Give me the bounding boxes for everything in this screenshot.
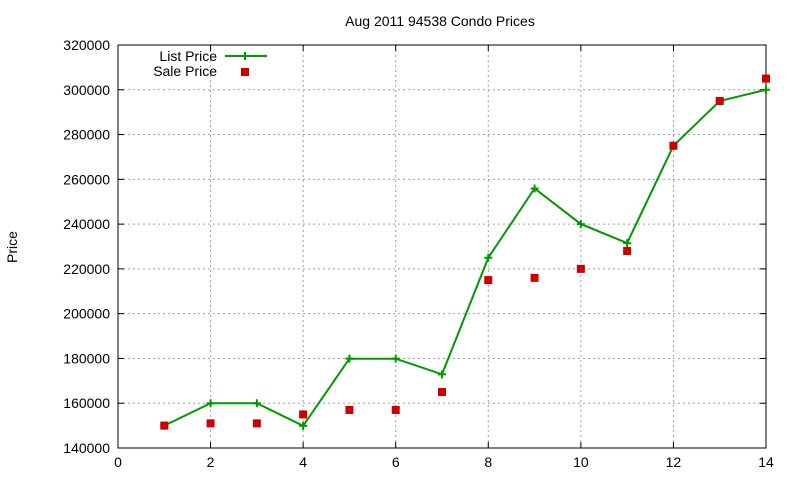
y-tick-label: 240000 [63,216,110,232]
y-tick-label: 220000 [63,261,110,277]
data-point-list-price [299,421,308,430]
data-point-sale-price [576,264,585,273]
y-tick-label: 140000 [63,440,110,456]
data-point-sale-price [206,419,215,428]
legend-marker-list-price [241,52,249,60]
data-point-sale-price [345,405,354,414]
data-point-list-price [762,85,770,94]
y-tick-label: 320000 [63,37,110,53]
legend: List Price Sale Price [153,48,267,79]
data-point-sale-price [438,388,446,397]
data-point-sale-price [160,421,169,430]
x-tick-label: 14 [758,454,774,470]
y-axis-label: Price [4,231,20,263]
y-tick-label: 200000 [63,306,110,322]
y-tick-label: 280000 [63,127,110,143]
x-tick-label: 8 [484,454,492,470]
y-tick-label: 260000 [63,171,110,187]
data-point-sale-price [669,141,678,150]
data-point-list-price [530,184,539,193]
data-point-list-price [206,399,215,408]
data-point-list-price [252,399,261,408]
y-tick-label: 160000 [63,395,110,411]
grid-lines [118,45,766,448]
series-line-list-price [163,88,767,428]
x-tick-label: 10 [573,454,589,470]
data-point-sale-price [391,405,400,414]
data-point-sale-price [530,273,539,282]
data-point-sale-price [623,246,632,255]
plot-frame [117,44,767,449]
legend-label-sale-price: Sale Price [153,63,217,79]
x-tick-label: 12 [666,454,682,470]
legend-marker-sale-price [241,68,249,76]
x-tick-label: 2 [207,454,215,470]
x-tick-label: 6 [392,454,400,470]
x-tick-label: 0 [114,454,122,470]
data-point-list-price [623,239,632,248]
data-point-list-price [391,354,400,363]
axes: 0 2 4 6 8 10 12 14 140000 160000 180000 200000 22000… [63,37,774,470]
chart-title: Aug 2011 94538 Condo Prices [345,13,535,29]
x-tick-label: 4 [299,454,307,470]
data-point-sale-price [252,419,261,428]
data-series [160,74,770,430]
legend-label-list-price: List Price [159,48,217,64]
y-tick-label: 180000 [63,350,110,366]
data-point-list-price [576,220,585,229]
data-point-list-price [438,370,446,379]
data-point-sale-price [762,74,770,83]
data-point-list-price [484,253,493,262]
data-point-list-price [345,354,354,363]
data-point-sale-price [715,96,724,105]
y-tick-label: 300000 [63,82,110,98]
data-point-sale-price [484,276,493,285]
data-point-sale-price [299,410,308,419]
